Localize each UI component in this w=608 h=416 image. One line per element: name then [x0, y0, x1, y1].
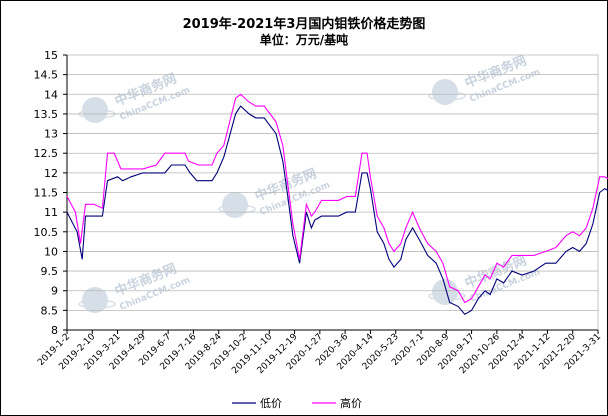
series-layer — [66, 93, 608, 316]
y-tick-label: 12.5 — [34, 147, 59, 160]
y-axis-ticks: 8 8.5 9 9.5 10 10.5 11 11.5 12 12.5 13 13.5 14 14.5 15 — [34, 49, 67, 337]
y-tick-label: 12 — [44, 167, 58, 180]
y-tick-label: 15 — [44, 49, 58, 62]
y-tick-label: 9.5 — [41, 265, 59, 278]
y-tick-label: 14.5 — [34, 69, 59, 82]
y-tick-label: 11 — [44, 206, 58, 219]
legend-label-high: 高价 — [340, 396, 362, 410]
watermark-ring — [78, 299, 116, 309]
chart-title: 2019年-2021年3月国内钼铁价格走势图 — [182, 17, 426, 32]
y-tick-label: 10 — [44, 245, 58, 258]
y-tick-label: 9 — [51, 285, 58, 298]
chart-subtitle: 单位：万元/基吨 — [259, 33, 349, 47]
y-tick-label: 8 — [51, 324, 58, 337]
y-tick-label: 13 — [44, 128, 58, 141]
y-tick-label: 10.5 — [34, 226, 59, 239]
y-tick-label: 11.5 — [34, 187, 59, 200]
y-tick-label: 14 — [44, 88, 58, 101]
legend: 低价 高价 — [232, 396, 362, 410]
watermark-ring — [428, 91, 466, 101]
y-tick-label: 8.5 — [41, 304, 59, 317]
series-line-low — [66, 105, 608, 316]
watermark-ring — [218, 204, 256, 214]
legend-label-low: 低价 — [260, 397, 282, 410]
x-axis-ticks: 2019-1-22019-2-102019-3-212019-4-292019-… — [36, 330, 603, 376]
series-line-high — [66, 93, 608, 304]
y-tick-label: 13.5 — [34, 108, 59, 121]
